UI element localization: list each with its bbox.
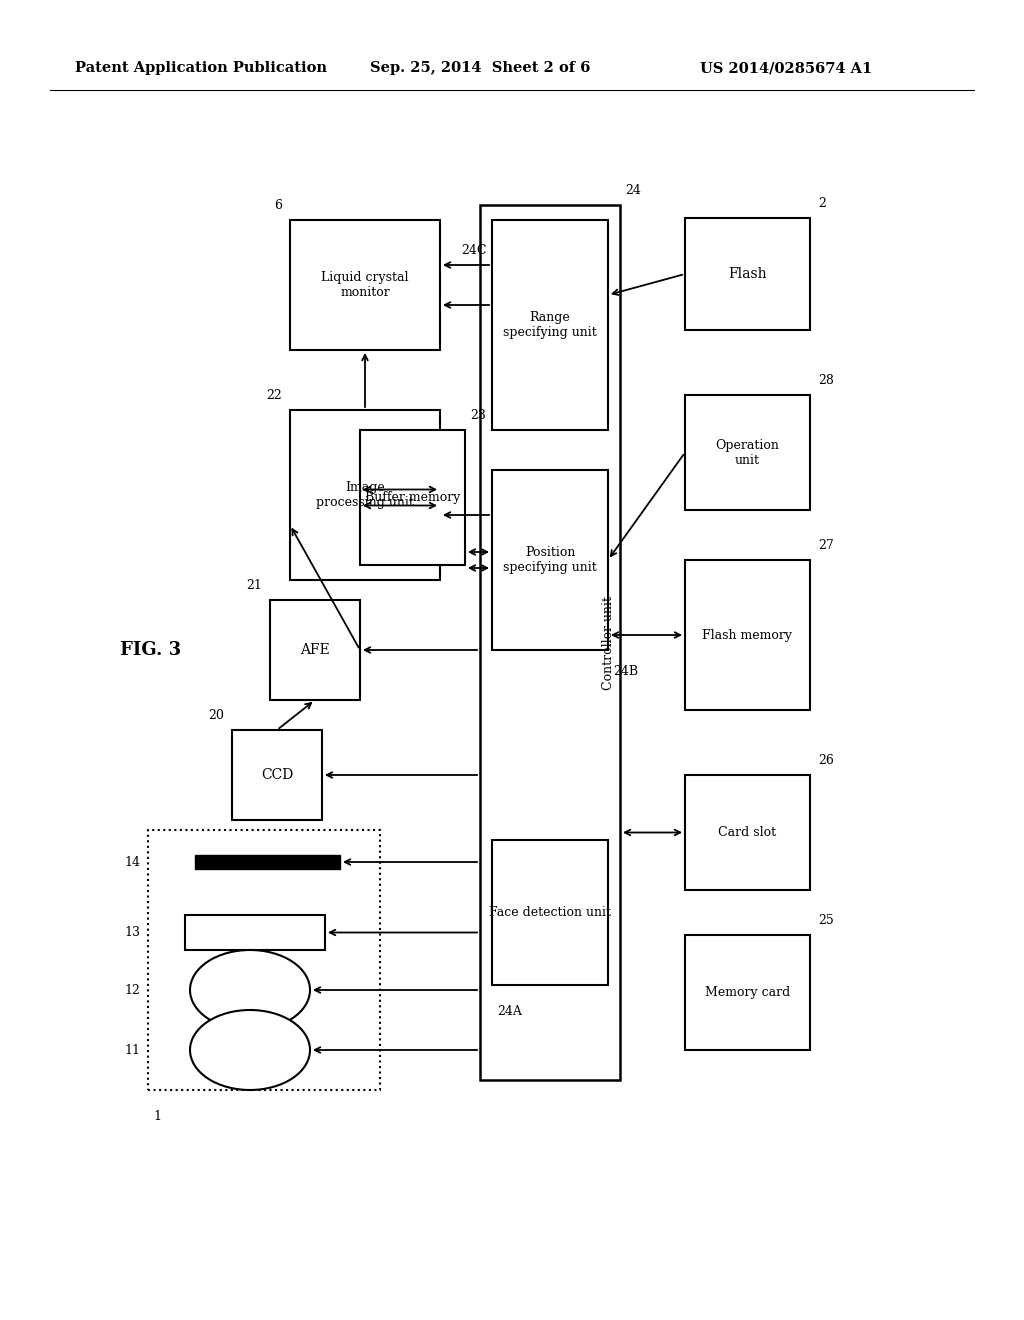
Text: 22: 22 (266, 389, 282, 403)
Text: 6: 6 (274, 199, 282, 213)
Text: Memory card: Memory card (705, 986, 791, 999)
Text: 2: 2 (818, 197, 826, 210)
Bar (492, 840, 608, 985)
Text: Buffer memory: Buffer memory (365, 491, 460, 504)
Bar (685, 395, 810, 510)
Text: 1: 1 (153, 1110, 161, 1123)
Ellipse shape (190, 950, 310, 1030)
Bar (148, 830, 380, 1090)
Text: Position
specifying unit: Position specifying unit (503, 546, 597, 574)
Text: 24C: 24C (462, 243, 487, 256)
Text: Sep. 25, 2014  Sheet 2 of 6: Sep. 25, 2014 Sheet 2 of 6 (370, 61, 591, 75)
Text: 11: 11 (124, 1044, 140, 1056)
Text: 20: 20 (208, 709, 224, 722)
Bar (492, 470, 608, 649)
Text: US 2014/0285674 A1: US 2014/0285674 A1 (700, 61, 872, 75)
Bar (685, 560, 810, 710)
Bar (185, 915, 325, 950)
Bar (290, 220, 440, 350)
Text: 27: 27 (818, 539, 834, 552)
Text: 23: 23 (470, 409, 485, 422)
Text: Liquid crystal
monitor: Liquid crystal monitor (322, 271, 409, 300)
Bar (232, 730, 322, 820)
Text: 24: 24 (625, 183, 641, 197)
Text: 21: 21 (246, 579, 262, 591)
Text: 28: 28 (818, 374, 834, 387)
Bar (290, 411, 440, 579)
Text: CCD: CCD (261, 768, 293, 781)
Bar (270, 601, 360, 700)
Bar (685, 935, 810, 1049)
Text: Face detection unit: Face detection unit (489, 906, 611, 919)
Text: Card slot: Card slot (719, 826, 776, 840)
Text: 26: 26 (818, 754, 834, 767)
Text: 24B: 24B (613, 665, 638, 678)
Text: AFE: AFE (300, 643, 330, 657)
Text: Flash: Flash (728, 267, 767, 281)
Text: FIG. 3: FIG. 3 (120, 642, 181, 659)
Bar (360, 430, 465, 565)
Ellipse shape (190, 1010, 310, 1090)
Bar (492, 220, 608, 430)
Text: 13: 13 (124, 927, 140, 939)
Bar (685, 775, 810, 890)
Bar (480, 205, 620, 1080)
Text: Image
processing unit: Image processing unit (316, 480, 414, 510)
Text: Operation
unit: Operation unit (716, 438, 779, 466)
Text: Patent Application Publication: Patent Application Publication (75, 61, 327, 75)
Text: Flash memory: Flash memory (702, 628, 793, 642)
Text: Range
specifying unit: Range specifying unit (503, 312, 597, 339)
Text: 24A: 24A (497, 1005, 522, 1018)
Text: 14: 14 (124, 855, 140, 869)
Text: Controller unit: Controller unit (601, 595, 614, 689)
Bar (685, 218, 810, 330)
Text: 25: 25 (818, 913, 834, 927)
Text: 12: 12 (124, 983, 140, 997)
